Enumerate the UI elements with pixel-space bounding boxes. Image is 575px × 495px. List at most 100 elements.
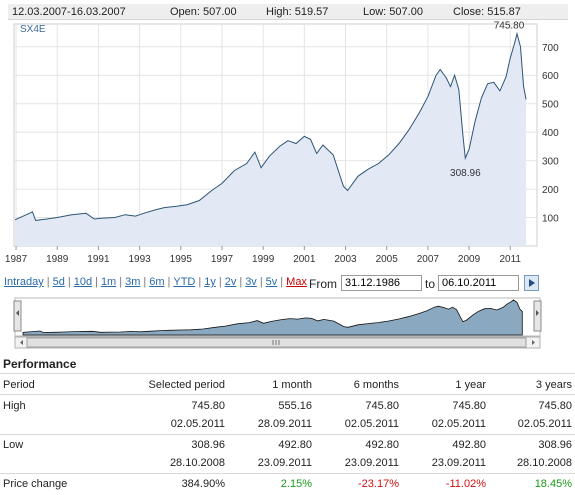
separator: | [46, 276, 50, 288]
price-chart: 100 200 300 400 500 600 700 1987 1989 1991 1993 19… [5, 21, 559, 265]
right-range-handle[interactable] [533, 300, 542, 332]
period-link[interactable]: YTD [173, 276, 196, 288]
period-link[interactable]: 5d [52, 276, 65, 288]
table-cell: 384.90% [181, 478, 225, 490]
table-row-high: High 745.80 555.16 745.80 745.80 745.80 [0, 398, 575, 415]
table-cell: 23.09.2011 [344, 457, 399, 469]
table-cell: 18.45% [534, 478, 572, 490]
period-link-max[interactable]: Max [286, 276, 307, 288]
separator: | [167, 276, 171, 288]
table-row-price-change: Price change 384.90% 2.15% -23.17% -11.0… [0, 476, 575, 493]
row-label: Low [3, 439, 24, 451]
to-label: to [425, 277, 436, 291]
separator: | [259, 276, 263, 288]
x-tick-label: 2005 [376, 254, 399, 265]
period-link[interactable]: 2v [224, 276, 237, 288]
divider [0, 394, 575, 395]
series-label: SX4E [20, 24, 46, 35]
date-range: 12.03.2007-16.03.2007 [12, 6, 126, 18]
table-cell: 23.09.2011 [431, 457, 486, 469]
price-area [15, 33, 527, 247]
arrow-right-icon [529, 279, 535, 287]
x-tick-label: 1989 [46, 254, 69, 265]
table-cell: 02.05.2011 [344, 418, 399, 430]
to-date-input[interactable] [438, 275, 519, 291]
y-tick-label: 600 [542, 71, 559, 82]
period-link[interactable]: 3m [125, 276, 141, 288]
navigator-area [22, 299, 523, 336]
table-cell: 02.05.2011 [431, 418, 486, 430]
performance-title: Performance [3, 357, 77, 371]
period-selector: Intraday | 5d | 10d | 1m | 3m | 6m | YTD | 1y | 2v | 3v | 5v… [4, 276, 307, 290]
table-cell: 492.80 [278, 439, 312, 451]
row-label: Price change [3, 478, 68, 490]
x-tick-label: 2009 [458, 254, 481, 265]
column-header: 6 months [353, 379, 399, 391]
table-cell: 745.80 [538, 400, 572, 412]
divider [0, 434, 575, 435]
annotation-label: 745.80 [494, 21, 525, 32]
divider [0, 473, 575, 474]
table-cell: 28.10.2008 [516, 457, 572, 469]
range-navigator[interactable] [0, 297, 575, 350]
column-header: 1 year [455, 379, 486, 391]
left-range-handle[interactable] [13, 300, 22, 332]
table-cell: 02.05.2011 [517, 418, 572, 430]
right-handle-arrow-icon [536, 310, 539, 316]
row-label: High [3, 400, 26, 412]
table-cell: 745.80 [452, 400, 486, 412]
table-cell: 23.09.2011 [257, 457, 312, 469]
table-cell: 308.96 [191, 439, 225, 451]
quote-info-bar: 12.03.2007-16.03.2007 Open: 507.00 High:… [8, 4, 568, 20]
x-tick-label: 1993 [128, 254, 151, 265]
column-header: 1 month [272, 379, 312, 391]
period-link[interactable]: 6m [149, 276, 165, 288]
scroll-right-icon[interactable] [532, 340, 535, 345]
period-link[interactable]: 10d [73, 276, 93, 288]
column-header: 3 years [535, 379, 572, 391]
y-tick-label: 300 [542, 157, 559, 168]
table-cell: 745.80 [365, 400, 399, 412]
table-row-low: Low 308.96 492.80 492.80 492.80 308.96 [0, 437, 575, 454]
left-handle-arrow-icon [16, 310, 19, 316]
x-tick-label: 2003 [334, 254, 357, 265]
separator: | [143, 276, 147, 288]
from-label: From [309, 277, 337, 291]
table-cell: 02.05.2011 [170, 418, 225, 430]
table-cell: 745.80 [191, 400, 225, 412]
y-tick-label: 400 [542, 128, 559, 139]
table-cell: -11.02% [445, 478, 486, 490]
x-tick-label: 2007 [417, 254, 440, 265]
separator: | [280, 276, 284, 288]
separator: | [67, 276, 71, 288]
period-link[interactable]: Intraday [4, 276, 44, 288]
period-link[interactable]: 1m [100, 276, 117, 288]
y-tick-label: 700 [542, 43, 559, 54]
table-cell: 308.96 [538, 439, 572, 451]
period-link[interactable]: 3v [245, 276, 257, 288]
separator: | [95, 276, 98, 288]
period-link[interactable]: 1y [204, 276, 216, 288]
separator: | [218, 276, 222, 288]
period-link[interactable]: 5v [265, 276, 278, 288]
separator: | [119, 276, 123, 288]
table-cell: 555.16 [278, 400, 312, 412]
separator: | [198, 276, 202, 288]
from-date-input[interactable] [341, 275, 422, 291]
apply-range-button[interactable] [524, 275, 539, 291]
table-cell: 2.15% [280, 478, 312, 490]
separator: | [239, 276, 243, 288]
close-value: Close: 515.87 [453, 6, 521, 18]
table-cell: 492.80 [365, 439, 399, 451]
table-cell: 28.09.2011 [257, 418, 312, 430]
table-cell: 492.80 [452, 439, 486, 451]
low-value: Low: 507.00 [363, 6, 423, 18]
y-tick-label: 200 [542, 185, 559, 196]
column-header: Selected period [148, 379, 225, 391]
column-header: Period [3, 379, 35, 391]
scrollbar-grip-icon [272, 340, 280, 345]
high-value: High: 519.57 [266, 6, 329, 18]
table-cell: 28.10.2008 [169, 457, 225, 469]
x-tick-label: 1987 [5, 254, 28, 265]
scroll-left-icon[interactable] [20, 340, 23, 345]
